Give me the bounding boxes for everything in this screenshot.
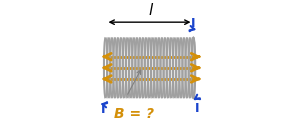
- Text: B = ?: B = ?: [114, 107, 154, 121]
- Text: I: I: [195, 102, 199, 115]
- Bar: [106, 39, 193, 97]
- Ellipse shape: [192, 38, 195, 98]
- Text: I: I: [191, 17, 196, 30]
- Text: I: I: [101, 103, 106, 116]
- Text: l: l: [149, 3, 153, 18]
